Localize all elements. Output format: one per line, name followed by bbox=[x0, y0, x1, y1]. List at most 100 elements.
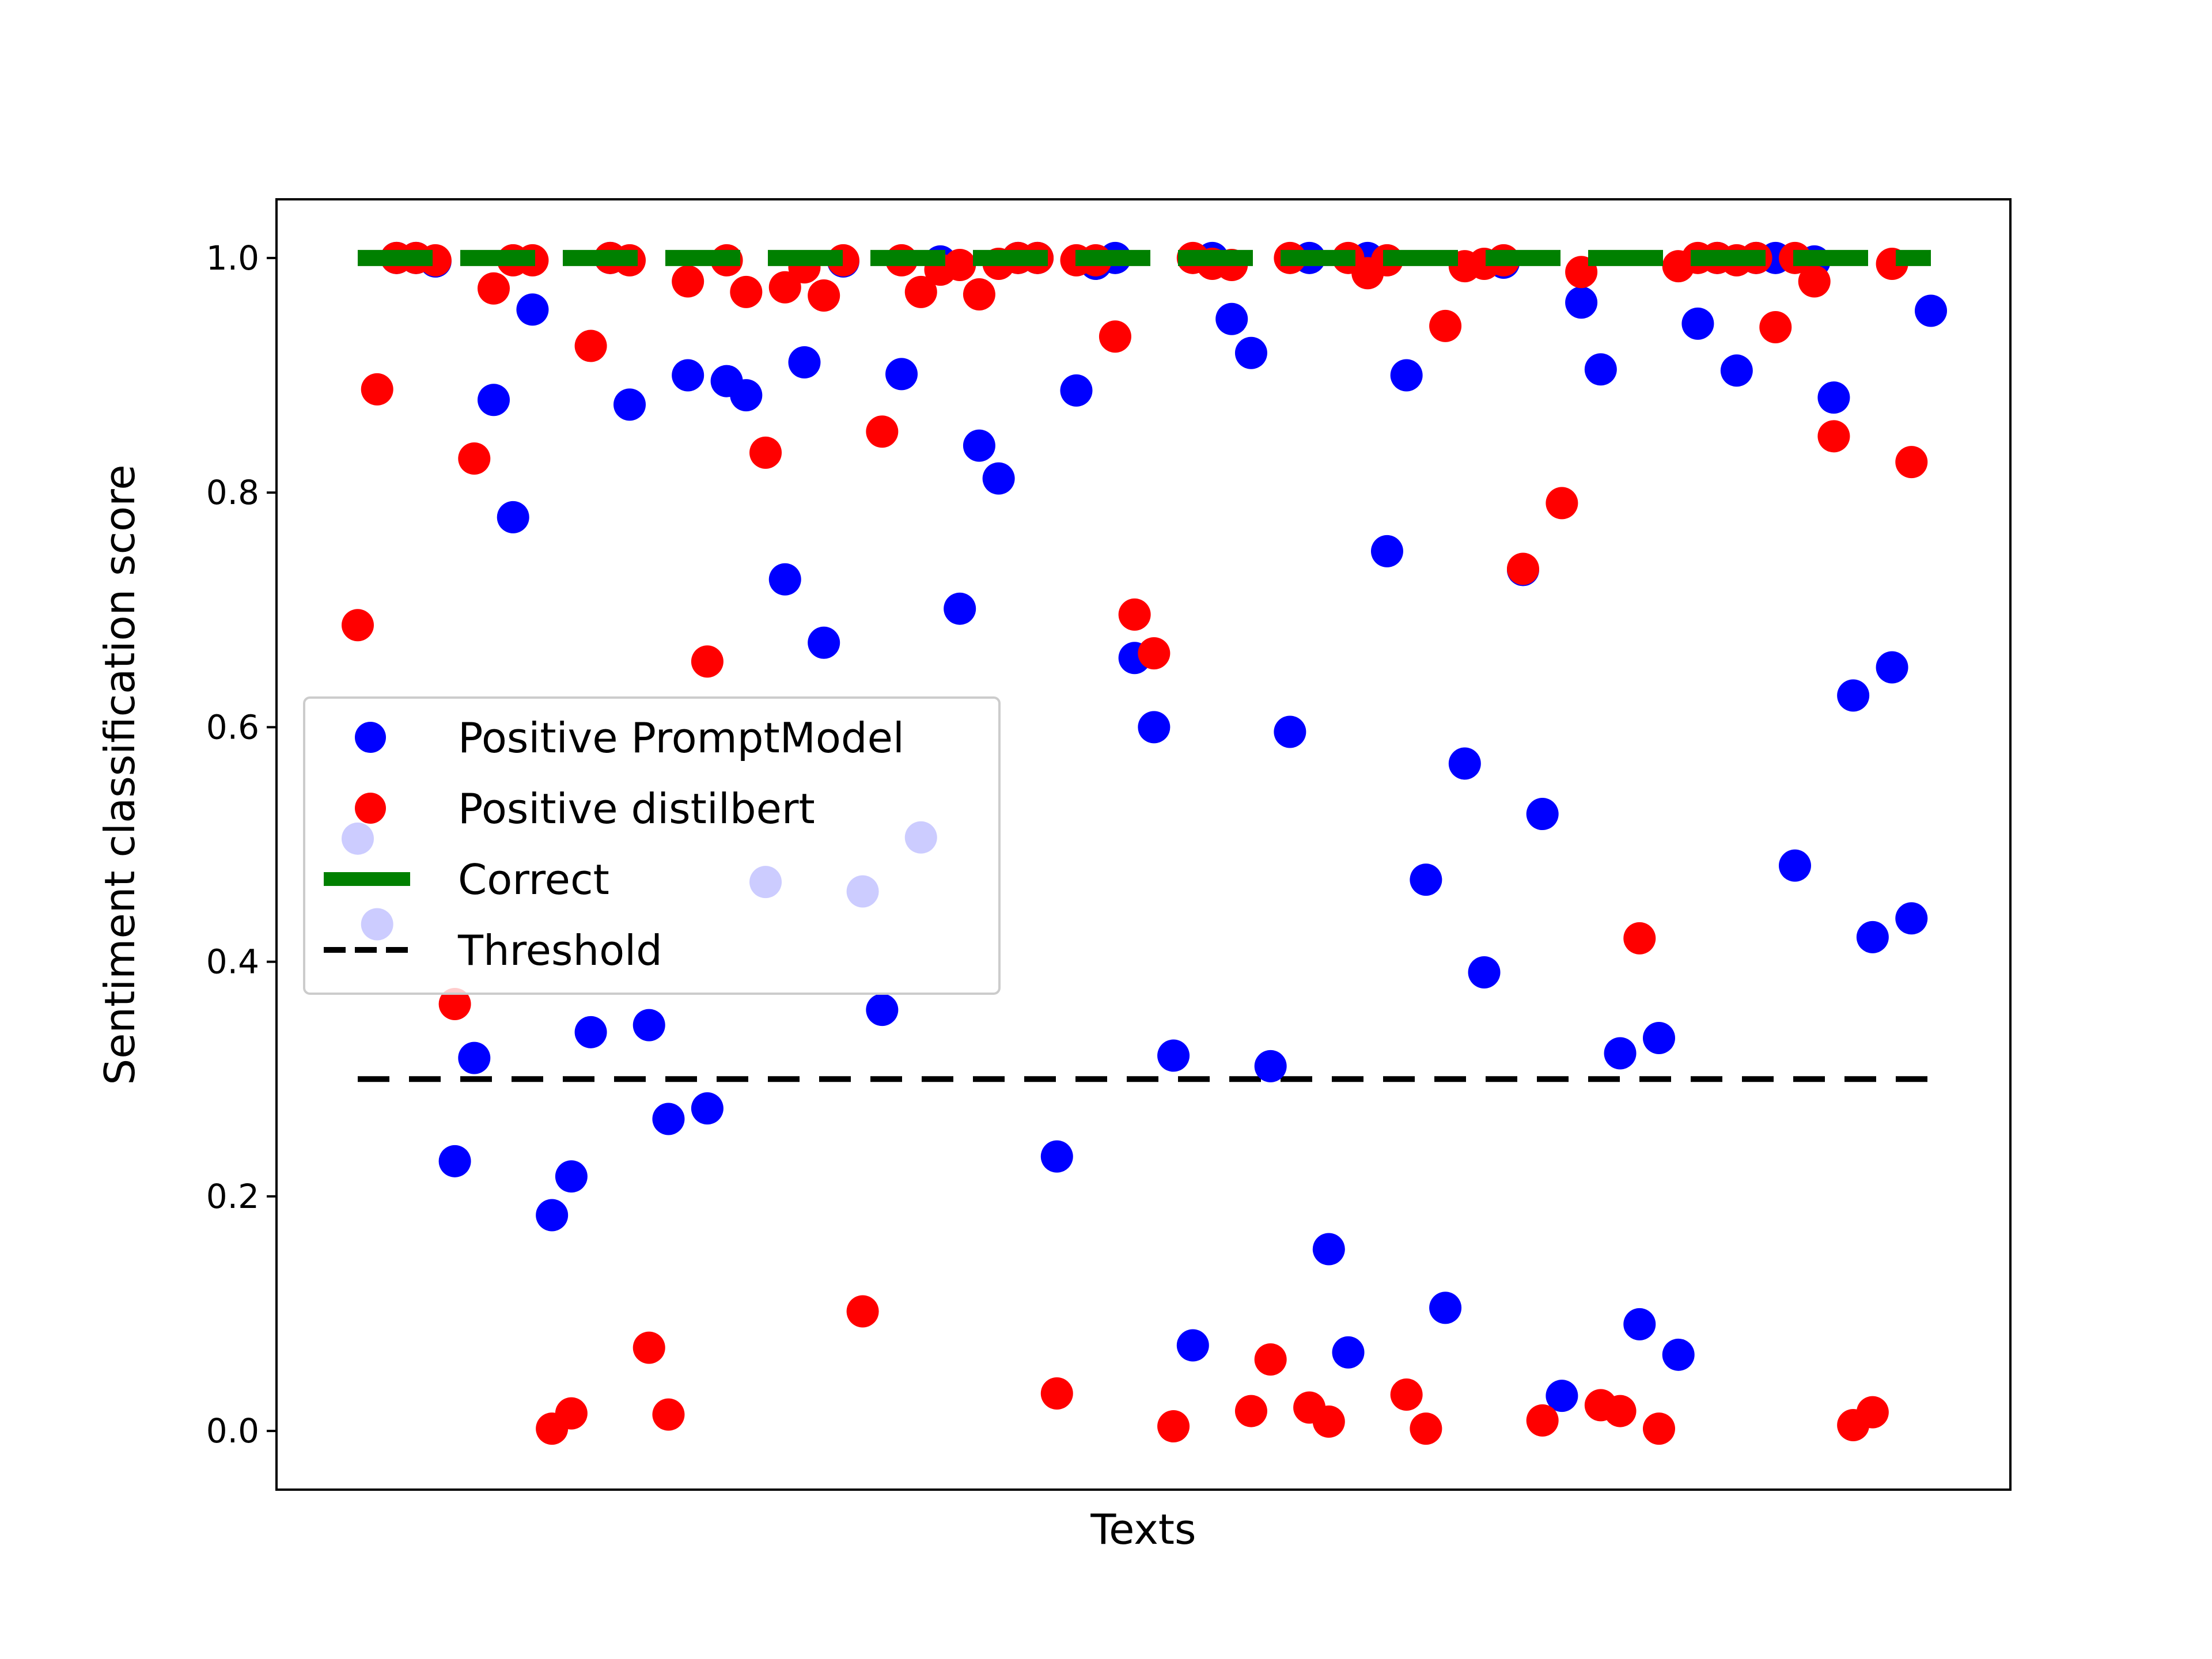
distilbert-point bbox=[1526, 1404, 1559, 1437]
promptmodel-point bbox=[768, 563, 801, 596]
distilbert-point bbox=[1138, 637, 1171, 670]
promptmodel-point bbox=[1662, 1338, 1695, 1371]
distilbert-point bbox=[1429, 309, 1462, 342]
promptmodel-point bbox=[788, 346, 821, 379]
promptmodel-point bbox=[536, 1199, 569, 1232]
y-tick-label: 0.0 bbox=[206, 1411, 259, 1450]
promptmodel-point bbox=[1274, 715, 1306, 748]
promptmodel-point bbox=[1157, 1039, 1190, 1072]
distilbert-point bbox=[1410, 1412, 1442, 1445]
distilbert-point bbox=[1623, 922, 1656, 955]
promptmodel-point bbox=[632, 1009, 665, 1041]
promptmodel-point bbox=[672, 359, 704, 392]
promptmodel-point bbox=[1176, 1329, 1209, 1362]
distilbert-point bbox=[1817, 420, 1850, 453]
y-tick-label: 1.0 bbox=[206, 238, 259, 278]
promptmodel-point bbox=[458, 1041, 491, 1074]
distilbert-point bbox=[574, 329, 607, 362]
promptmodel-point bbox=[1040, 1140, 1073, 1173]
promptmodel-point bbox=[1778, 849, 1811, 882]
distilbert-point bbox=[1546, 487, 1578, 520]
distilbert-point bbox=[1157, 1410, 1190, 1443]
promptmodel-point bbox=[1429, 1291, 1462, 1324]
distilbert-point bbox=[652, 1398, 685, 1431]
distilbert-point bbox=[691, 645, 724, 678]
promptmodel-point bbox=[652, 1103, 685, 1135]
distilbert-point bbox=[1856, 1396, 1889, 1429]
promptmodel-point bbox=[1837, 679, 1870, 712]
promptmodel-point bbox=[1254, 1050, 1287, 1082]
promptmodel-point bbox=[1565, 286, 1598, 319]
distilbert-point bbox=[944, 249, 976, 282]
distilbert-point bbox=[1798, 265, 1831, 298]
promptmodel-point bbox=[730, 379, 763, 412]
legend-label-threshold: Threshold bbox=[457, 926, 662, 975]
distilbert-point bbox=[361, 373, 393, 406]
distilbert-point bbox=[458, 442, 491, 475]
legend-label-promptmodel: Positive PromptModel bbox=[458, 714, 904, 762]
promptmodel-point bbox=[1390, 359, 1423, 392]
promptmodel-point bbox=[808, 626, 840, 659]
distilbert-point bbox=[866, 415, 899, 448]
promptmodel-point bbox=[1720, 354, 1753, 387]
y-axis: 0.0 0.2 0.4 0.6 0.8 1.0 bbox=[206, 238, 276, 1450]
y-tick-label: 0.4 bbox=[206, 942, 259, 982]
promptmodel-point bbox=[1856, 921, 1889, 953]
promptmodel-point bbox=[1448, 747, 1481, 780]
promptmodel-point bbox=[1876, 651, 1908, 684]
axes-frame bbox=[275, 198, 2012, 1491]
promptmodel-point bbox=[1215, 302, 1248, 335]
distilbert-point bbox=[438, 987, 471, 1020]
distilbert-point bbox=[963, 278, 995, 310]
promptmodel-point bbox=[613, 388, 646, 421]
promptmodel-point bbox=[1915, 294, 1947, 327]
promptmodel-point bbox=[1817, 381, 1850, 414]
distilbert-point bbox=[1506, 552, 1539, 585]
distilbert-point bbox=[555, 1397, 588, 1430]
promptmodel-point bbox=[1546, 1380, 1578, 1412]
promptmodel-point bbox=[1623, 1308, 1656, 1340]
promptmodel-point bbox=[1410, 863, 1442, 896]
x-axis-label: Texts bbox=[1090, 1505, 1196, 1554]
promptmodel-point bbox=[944, 592, 976, 625]
distilbert-point bbox=[904, 275, 937, 308]
distilbert-point bbox=[1759, 310, 1792, 343]
promptmodel-point bbox=[1681, 307, 1714, 340]
y-tick-label: 0.8 bbox=[206, 473, 259, 512]
distilbert-point bbox=[1040, 1377, 1073, 1410]
promptmodel-point bbox=[1332, 1336, 1365, 1369]
legend-marker-distilbert bbox=[355, 793, 386, 824]
distilbert-point bbox=[749, 436, 782, 469]
promptmodel-point bbox=[438, 1145, 471, 1177]
distilbert-point bbox=[1312, 1405, 1345, 1438]
distilbert-point bbox=[1254, 1343, 1287, 1376]
distilbert-point bbox=[1642, 1412, 1675, 1445]
promptmodel-point bbox=[574, 1016, 607, 1048]
distilbert-point bbox=[808, 279, 840, 312]
promptmodel-point bbox=[982, 462, 1015, 495]
legend-marker-promptmodel bbox=[355, 722, 386, 753]
promptmodel-point bbox=[555, 1160, 588, 1193]
promptmodel-point bbox=[1604, 1037, 1637, 1070]
promptmodel-point bbox=[963, 429, 995, 462]
promptmodel-point bbox=[1584, 353, 1617, 386]
distilbert-point bbox=[342, 609, 374, 642]
legend: Positive PromptModel Positive distilbert… bbox=[303, 696, 1001, 995]
y-axis-label: Sentiment classification score bbox=[96, 464, 144, 1085]
promptmodel-point bbox=[1312, 1233, 1345, 1266]
distilbert-point bbox=[1234, 1395, 1267, 1427]
legend-label-distilbert: Positive distilbert bbox=[458, 785, 815, 833]
distilbert-point bbox=[768, 271, 801, 304]
promptmodel-point bbox=[1526, 798, 1559, 831]
promptmodel-point bbox=[1060, 374, 1093, 407]
promptmodel-point bbox=[885, 358, 918, 391]
legend-frame bbox=[303, 696, 1001, 995]
promptmodel-point bbox=[1642, 1022, 1675, 1054]
promptmodel-point bbox=[1895, 902, 1928, 935]
promptmodel-point bbox=[478, 384, 510, 416]
y-tick-label: 0.6 bbox=[206, 707, 259, 747]
distilbert-point bbox=[632, 1331, 665, 1364]
distilbert-point bbox=[1604, 1395, 1637, 1427]
distilbert-point bbox=[730, 275, 763, 308]
